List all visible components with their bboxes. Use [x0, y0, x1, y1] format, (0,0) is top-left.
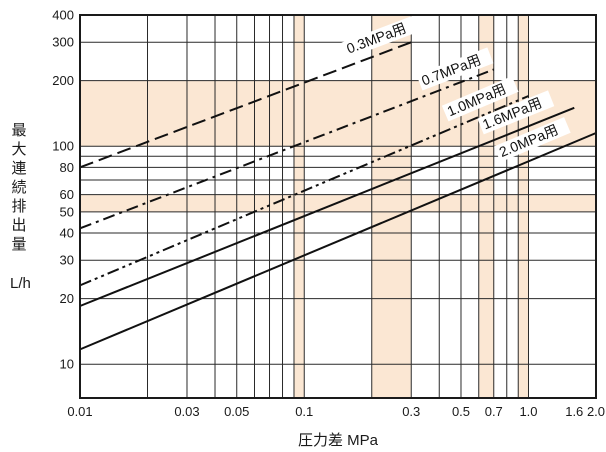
y-tick-label: 30 [60, 253, 74, 268]
y-tick-label: 10 [60, 357, 74, 372]
highlight-band-x [478, 15, 494, 398]
y-tick-label: 100 [52, 139, 74, 154]
y-axis-label-char: 続 [11, 179, 26, 196]
x-tick-label: 0.05 [224, 404, 249, 419]
x-tick-label: 1.6 [565, 404, 583, 419]
y-axis-label-char: 連 [11, 160, 26, 177]
x-tick-label: 0.7 [485, 404, 503, 419]
y-axis-label-char: 最 [11, 122, 26, 139]
series-line [79, 95, 529, 287]
y-tick-label: 400 [52, 8, 74, 23]
series-line [79, 68, 495, 230]
y-axis-unit: L/h [10, 275, 31, 292]
y-axis-label-char: 排 [11, 198, 26, 215]
y-tick-label: 80 [60, 160, 74, 175]
series-label-bg [493, 117, 571, 163]
series-label-bg [416, 47, 494, 91]
x-tick-label: 0.3 [402, 404, 420, 419]
series-lines [79, 41, 597, 351]
x-axis-label: 圧力差 MPa [298, 432, 379, 449]
highlight-band-x [371, 15, 412, 398]
y-tick-label: 300 [52, 35, 74, 50]
series-line [79, 132, 597, 351]
x-tick-labels: 0.01 0.03 0.05 0.1 0.3 0.5 0.7 1.0 1.6 2.0 [67, 404, 605, 419]
y-axis-label-char: 出 [11, 217, 26, 234]
y-tick-label: 50 [60, 204, 74, 219]
series-line [79, 106, 575, 307]
plot-frame [79, 14, 597, 399]
series-label-bg [341, 15, 419, 59]
series-label-bg [477, 90, 555, 135]
y-axis-label-char: 量 [11, 236, 26, 253]
x-tick-label: 2.0 [587, 404, 605, 419]
highlight-band-x [518, 15, 529, 398]
y-axis-label-char: 大 [11, 141, 26, 158]
y-tick-label: 200 [52, 73, 74, 88]
highlight-band-x [293, 15, 305, 398]
y-tick-label: 60 [60, 187, 74, 202]
y-tick-labels: 10 20 30 40 50 60 80 100 200 300 400 [52, 8, 74, 372]
x-tick-label: 1.0 [519, 404, 537, 419]
x-tick-label: 0.01 [67, 404, 92, 419]
y-tick-label: 40 [60, 225, 74, 240]
x-tick-label: 0.1 [295, 404, 313, 419]
x-tick-label: 0.5 [452, 404, 470, 419]
series-label-bg [441, 76, 519, 122]
y-tick-label: 20 [60, 291, 74, 306]
x-tick-label: 0.03 [174, 404, 199, 419]
